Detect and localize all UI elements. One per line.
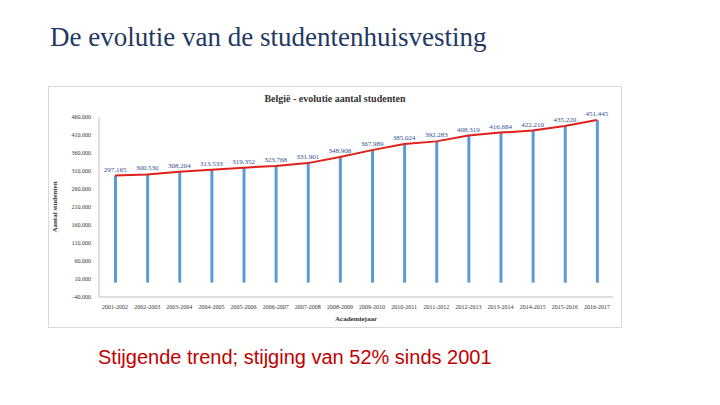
svg-text:60.000: 60.000	[75, 258, 92, 264]
svg-text:416.684: 416.684	[489, 123, 512, 131]
svg-text:308.204: 308.204	[168, 162, 191, 170]
svg-text:2009-2010: 2009-2010	[359, 304, 385, 310]
svg-text:422.210: 422.210	[521, 121, 544, 129]
svg-text:2016-2017: 2016-2017	[584, 304, 610, 310]
html-text:België - evolutie aantal stude: België - evolutie aantal studenten	[264, 93, 406, 104]
svg-text:110.000: 110.000	[72, 240, 91, 246]
svg-text:210.000: 210.000	[72, 204, 92, 210]
svg-text:313.533: 313.533	[200, 160, 223, 168]
svg-text:310.000: 310.000	[72, 168, 92, 174]
svg-text:297.165: 297.165	[104, 166, 127, 174]
svg-text:360.000: 360.000	[72, 150, 92, 156]
svg-text:435.220: 435.220	[553, 116, 576, 124]
svg-text:10.000: 10.000	[75, 276, 92, 282]
svg-text:2008-2009: 2008-2009	[327, 304, 353, 310]
svg-text:2001-2002: 2001-2002	[102, 304, 128, 310]
svg-text:2004-2005: 2004-2005	[198, 304, 224, 310]
svg-text:2006-2007: 2006-2007	[263, 304, 289, 310]
svg-text:2002-2003: 2002-2003	[134, 304, 160, 310]
svg-text:Academiejaar: Academiejaar	[335, 315, 377, 323]
svg-text:2014-2015: 2014-2015	[520, 304, 546, 310]
svg-text:-40.000: -40.000	[73, 294, 92, 300]
svg-text:348.908: 348.908	[329, 147, 352, 155]
svg-text:385.024: 385.024	[393, 134, 416, 142]
svg-text:2003-2004: 2003-2004	[166, 304, 192, 310]
svg-text:160.000: 160.000	[72, 222, 92, 228]
svg-text:319.352: 319.352	[232, 158, 255, 166]
svg-text:300.530: 300.530	[136, 164, 159, 172]
svg-text:2007-2008: 2007-2008	[295, 304, 321, 310]
svg-text:260.000: 260.000	[72, 186, 92, 192]
svg-text:2013-2014: 2013-2014	[488, 304, 514, 310]
svg-text:410.000: 410.000	[72, 132, 92, 138]
svg-text:408.319: 408.319	[457, 126, 480, 134]
svg-text:2011-2012: 2011-2012	[423, 304, 449, 310]
svg-text:460.000: 460.000	[72, 114, 92, 120]
html-text:De evolutie van de studentenhu: De evolutie van de studentenhuisvesting	[50, 22, 487, 52]
svg-text:323.768: 323.768	[264, 156, 287, 164]
svg-text:Aantal studenten: Aantal studenten	[51, 181, 59, 232]
svg-text:2015-2016: 2015-2016	[552, 304, 578, 310]
svg-text:331.901: 331.901	[296, 153, 319, 161]
svg-text:2012-2013: 2012-2013	[455, 304, 481, 310]
svg-text:367.989: 367.989	[361, 140, 384, 148]
svg-text:451.445: 451.445	[586, 110, 609, 118]
svg-text:392.283: 392.283	[425, 131, 448, 139]
html-text:Stijgende trend; stijging van: Stijgende trend; stijging van 52% sinds …	[98, 346, 492, 368]
svg-text:2010-2011: 2010-2011	[391, 304, 417, 310]
svg-text:2005-2006: 2005-2006	[231, 304, 257, 310]
